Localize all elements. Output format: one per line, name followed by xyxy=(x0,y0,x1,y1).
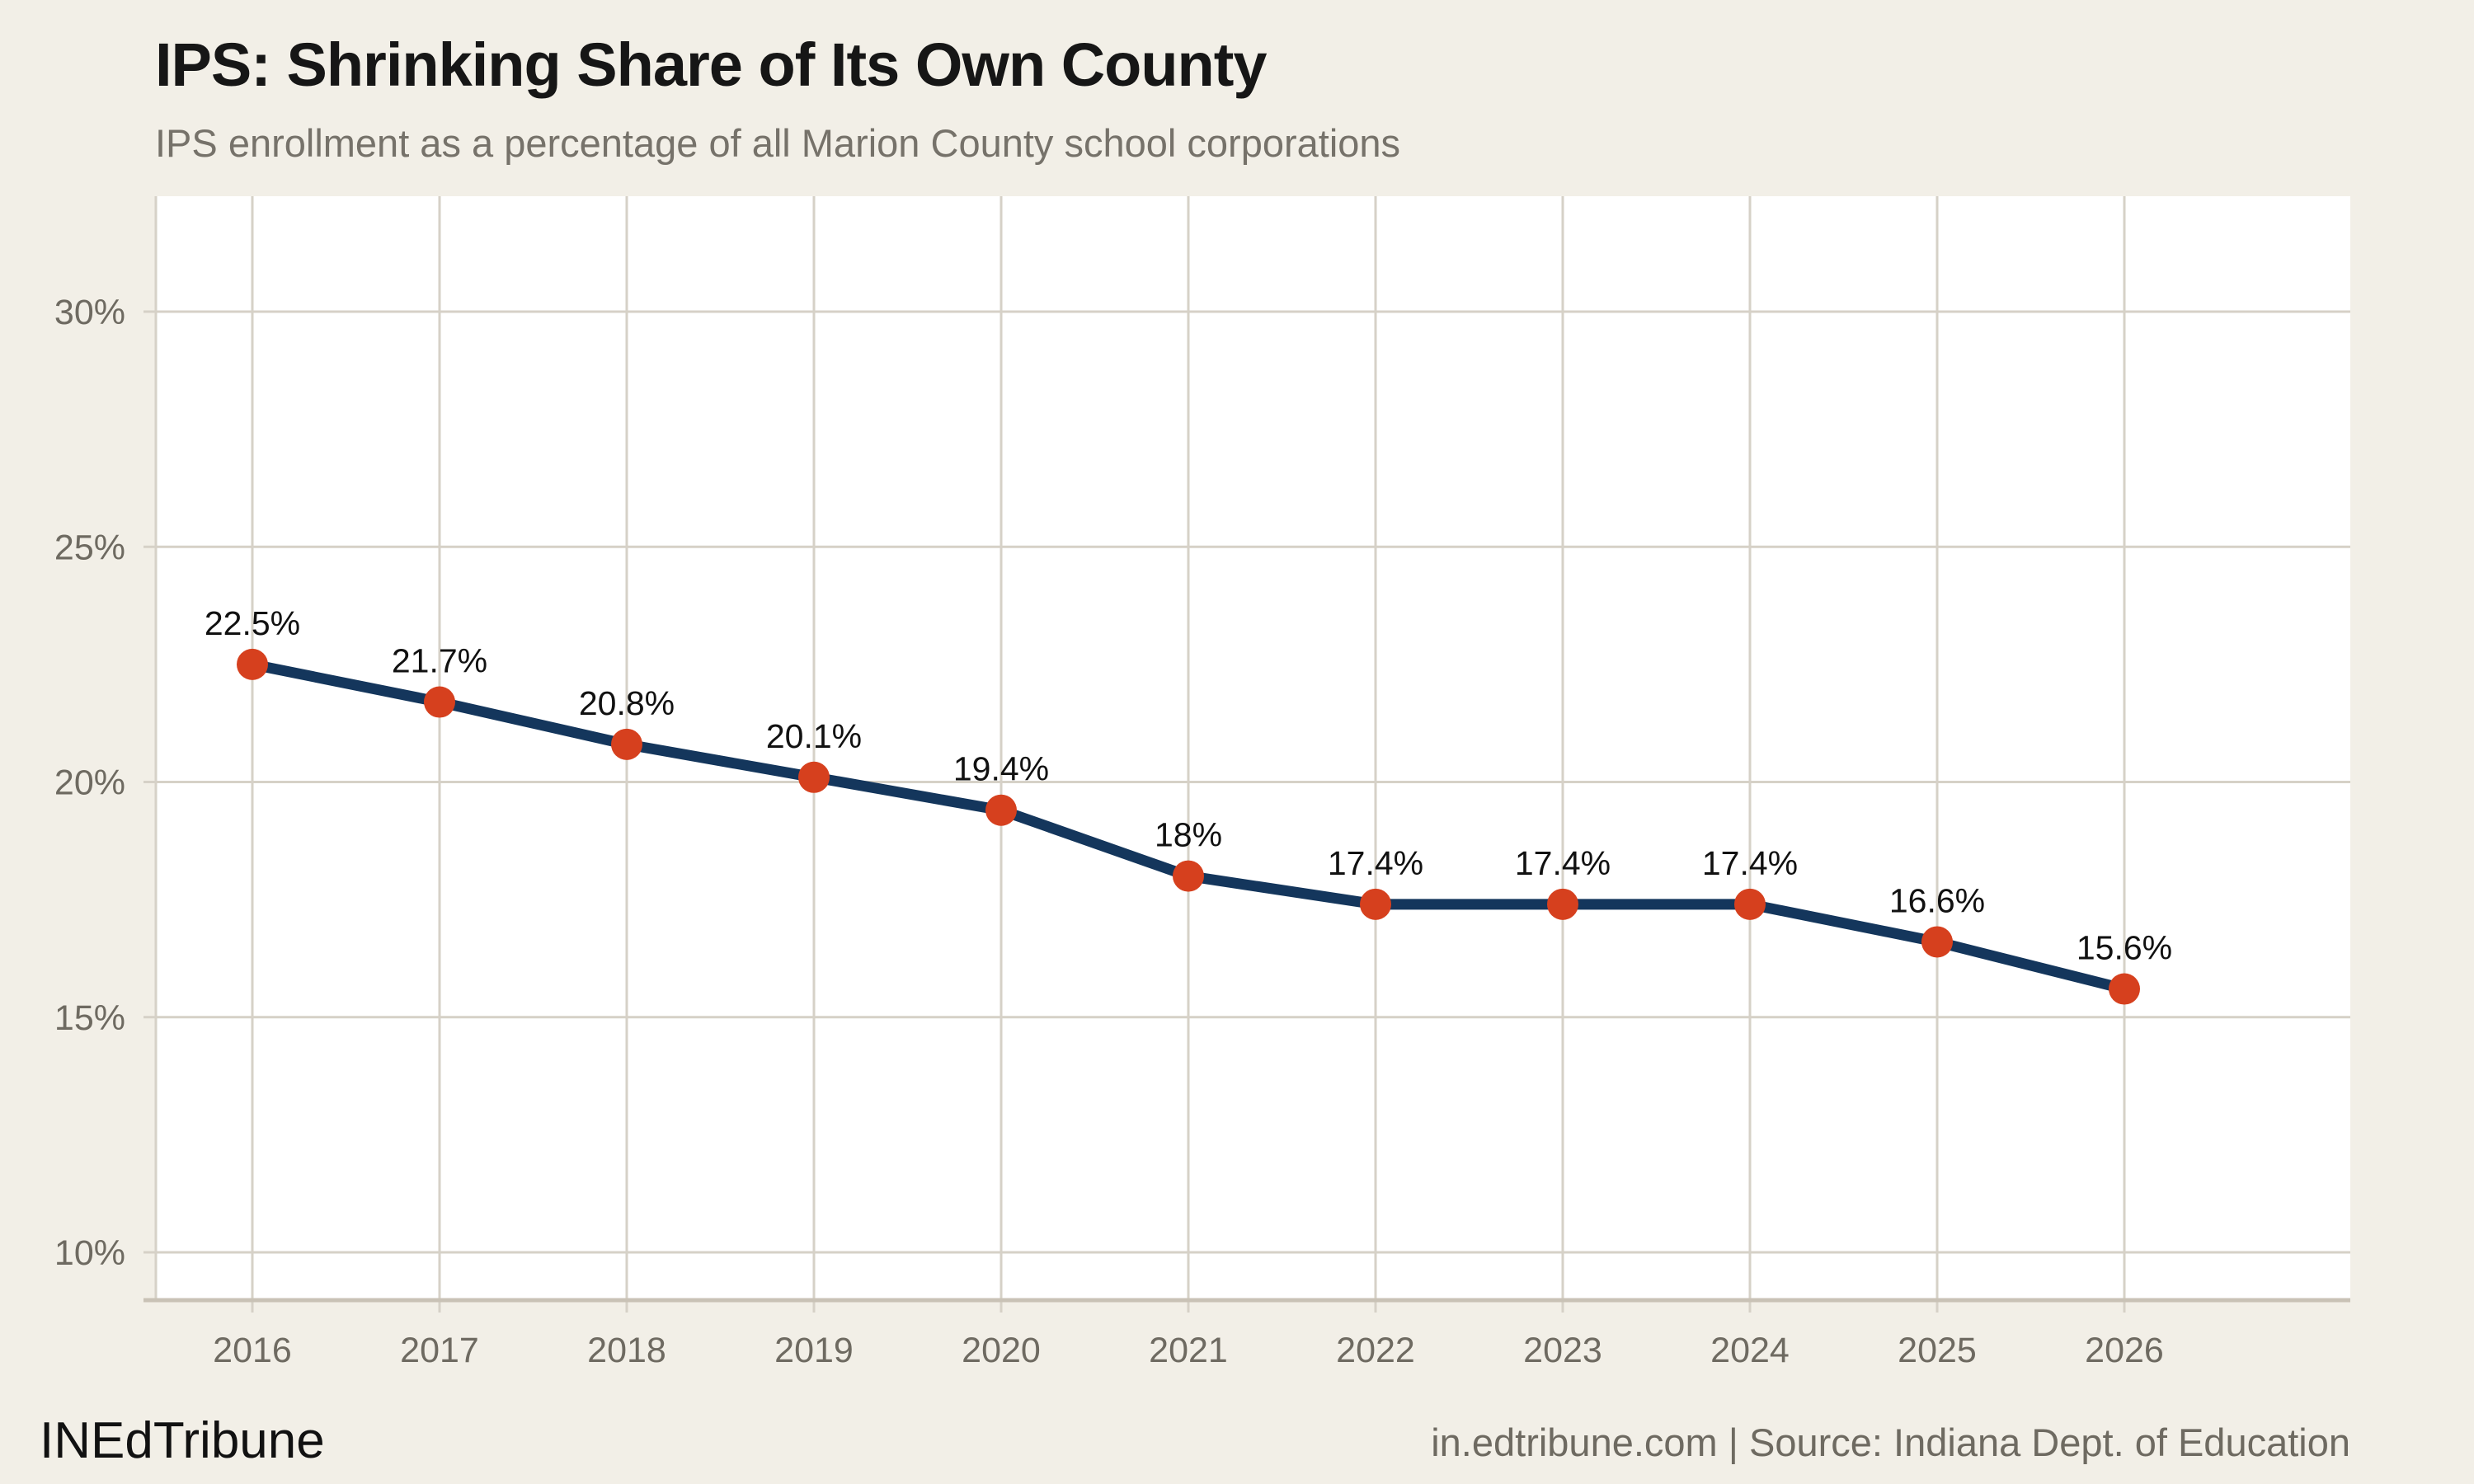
data-point xyxy=(611,728,642,760)
data-point xyxy=(237,648,268,680)
data-point xyxy=(985,794,1017,826)
plot-area xyxy=(156,196,2350,1300)
data-point xyxy=(1734,888,1766,920)
x-axis-label: 2023 xyxy=(1523,1331,1602,1370)
x-axis-label: 2016 xyxy=(213,1331,292,1370)
data-point-label: 17.4% xyxy=(1328,844,1423,882)
y-axis-label: 15% xyxy=(54,998,125,1038)
data-point-label: 15.6% xyxy=(2077,929,2172,967)
chart-subtitle: IPS enrollment as a percentage of all Ma… xyxy=(155,121,1401,165)
data-point xyxy=(1360,888,1391,920)
data-point xyxy=(798,761,830,793)
x-axis-label: 2022 xyxy=(1336,1331,1415,1370)
data-point xyxy=(424,686,455,718)
data-point-label: 20.1% xyxy=(766,717,862,755)
y-axis-label: 20% xyxy=(54,763,125,803)
x-axis-label: 2024 xyxy=(1710,1331,1790,1370)
brand-logo-text: INEdTribune xyxy=(40,1412,325,1469)
data-point-label: 19.4% xyxy=(953,750,1049,788)
data-point-label: 21.7% xyxy=(392,642,487,680)
x-axis-label: 2025 xyxy=(1898,1331,1977,1370)
data-point-label: 17.4% xyxy=(1702,844,1798,882)
x-axis-label: 2026 xyxy=(2085,1331,2164,1370)
y-axis-label: 25% xyxy=(54,528,125,567)
source-attribution: in.edtribune.com | Source: Indiana Dept.… xyxy=(1431,1421,2350,1464)
data-point xyxy=(2109,973,2140,1005)
data-point-label: 20.8% xyxy=(579,684,675,722)
data-point-label: 16.6% xyxy=(1889,881,1985,919)
data-point-label: 17.4% xyxy=(1515,844,1611,882)
x-axis-label: 2021 xyxy=(1149,1331,1228,1370)
y-axis-label: 30% xyxy=(54,293,125,332)
data-point-label: 22.5% xyxy=(205,604,300,642)
data-point xyxy=(1921,926,1953,958)
data-point-label: 18% xyxy=(1155,816,1222,854)
x-axis-label: 2020 xyxy=(962,1331,1041,1370)
data-point xyxy=(1547,888,1578,920)
chart-title: IPS: Shrinking Share of Its Own County xyxy=(155,31,1268,99)
x-axis-label: 2018 xyxy=(587,1331,666,1370)
x-axis-label: 2017 xyxy=(400,1331,479,1370)
y-axis-label: 10% xyxy=(54,1233,125,1273)
data-point xyxy=(1173,860,1204,892)
x-axis-label: 2019 xyxy=(774,1331,854,1370)
